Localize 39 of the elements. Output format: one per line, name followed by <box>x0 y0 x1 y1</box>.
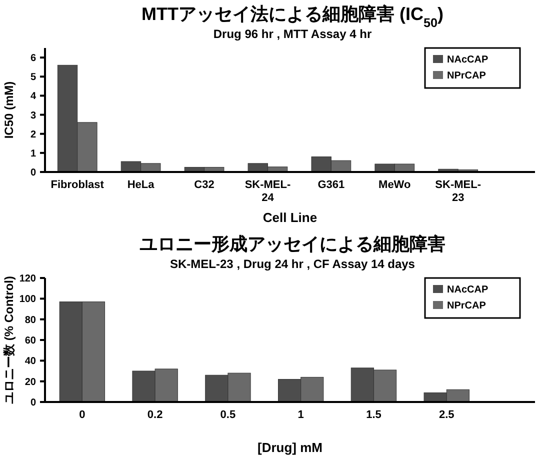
y-tick-label: 80 <box>24 314 36 326</box>
x-tick-label: 0.5 <box>220 409 236 421</box>
x-tick-label: 1 <box>298 409 304 421</box>
x-tick-label: C32 <box>194 179 214 191</box>
legend-label: NAcCAP <box>447 54 488 66</box>
legend-label: NAcCAP <box>447 284 488 296</box>
y-tick-label: 20 <box>24 376 36 388</box>
y-axis-title: IC50 (mM) <box>2 81 16 139</box>
y-tick-label: 60 <box>24 336 36 346</box>
legend-label: NPrCAP <box>447 70 486 82</box>
x-tick-label: 2.5 <box>438 409 454 421</box>
x-tick-label: SK-MEL-23 <box>435 179 482 204</box>
x-tick-label: G361 <box>318 179 345 191</box>
y-tick-label: 120 <box>19 274 36 284</box>
x-tick-label: HeLa <box>127 179 156 191</box>
chart-title: MTTアッセイ法による細胞障害 (IC$_{50}$) <box>142 4 444 30</box>
y-axis-title: ユロニー数 (% Control) <box>2 276 16 404</box>
y-tick-label: 40 <box>24 356 36 368</box>
chart-title: ユロニー形成アッセイによる細胞障害 <box>140 234 446 254</box>
chart-subtitle: SK-MEL-23 , Drug 24 hr , CF Assay 14 days <box>170 257 416 271</box>
chart-subtitle: Drug 96 hr , MTT Assay 4 hr <box>213 27 372 41</box>
y-tick-label: 0 <box>30 168 36 178</box>
x-axis-title: Cell Line <box>262 210 318 225</box>
y-tick-label: 3 <box>30 110 36 122</box>
x-tick-label: 0.2 <box>147 409 163 421</box>
y-tick-label: 4 <box>30 91 36 102</box>
x-tick-label: 0 <box>79 409 86 421</box>
y-tick-label: 0 <box>30 398 36 408</box>
y-tick-label: 6 <box>30 53 36 64</box>
y-tick-label: 100 <box>19 294 36 306</box>
y-tick-label: 1 <box>30 148 36 160</box>
x-axis-title: [Drug] mM <box>258 440 322 455</box>
x-tick-label: MeWo <box>378 179 412 191</box>
x-tick-label: 1.5 <box>366 409 382 421</box>
y-tick-label: 2 <box>30 129 36 140</box>
x-tick-label: SK-MEL-24 <box>244 179 291 204</box>
x-tick-label: Fibroblast <box>50 179 104 191</box>
y-tick-label: 5 <box>30 72 36 84</box>
legend-label: NPrCAP <box>447 300 486 312</box>
